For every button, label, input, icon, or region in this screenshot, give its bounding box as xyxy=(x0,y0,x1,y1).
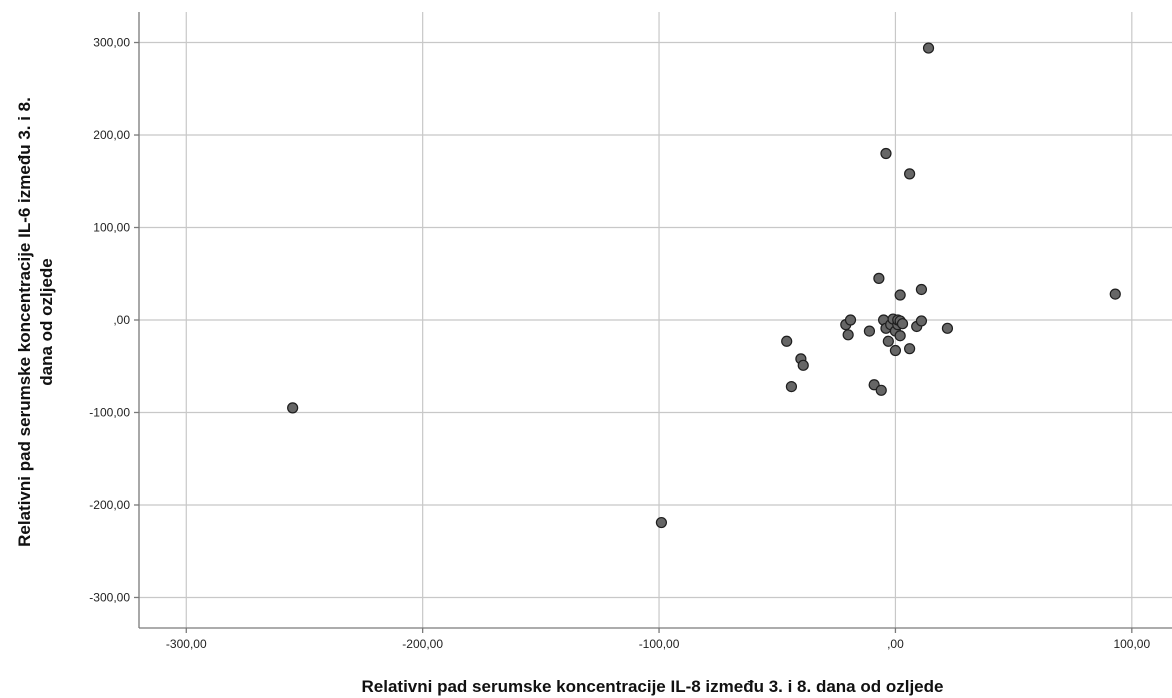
data-point xyxy=(842,329,854,341)
data-point xyxy=(844,314,857,326)
data-point xyxy=(863,325,876,337)
data-point xyxy=(287,402,299,414)
y-axis-title-line1: Relativni pad serumske koncentracije IL-… xyxy=(15,97,34,547)
data-point xyxy=(655,516,668,529)
data-point xyxy=(904,343,916,355)
data-point xyxy=(873,272,885,284)
data-point xyxy=(785,380,798,393)
data-point xyxy=(797,359,809,371)
y-tick-label: -300,00 xyxy=(89,590,130,604)
y-tick-label: -100,00 xyxy=(89,405,130,419)
data-point xyxy=(880,147,892,160)
y-tick-label: 100,00 xyxy=(93,221,130,235)
y-tick-label: -200,00 xyxy=(89,498,130,512)
data-point xyxy=(904,168,916,180)
data-point xyxy=(889,344,902,357)
x-tick-label: -300,00 xyxy=(166,637,207,651)
data-point xyxy=(1109,288,1121,300)
data-points xyxy=(287,42,1121,529)
data-point xyxy=(894,330,906,342)
y-tick-label: 300,00 xyxy=(93,36,130,50)
grid-lines xyxy=(139,12,1172,628)
data-point xyxy=(915,315,928,327)
data-point xyxy=(896,318,909,330)
y-tick-label: ,00 xyxy=(113,313,130,327)
data-point xyxy=(894,289,906,301)
x-tick-label: 100,00 xyxy=(1113,637,1150,651)
data-point xyxy=(922,42,935,54)
x-tick-label: -100,00 xyxy=(639,637,680,651)
y-axis-title: Relativni pad serumske koncentracije IL-… xyxy=(15,97,56,547)
x-axis-title: Relativni pad serumske koncentracije IL-… xyxy=(362,677,944,696)
y-tick-labels: -300,00 -200,00 -100,00 ,00 100,00 200,00 300,… xyxy=(89,36,139,604)
data-point xyxy=(915,283,928,296)
data-point xyxy=(882,335,894,347)
x-tick-labels: -300,00 -200,00 -100,00 ,00 100,00 xyxy=(166,628,1150,651)
x-tick-label: -200,00 xyxy=(402,637,443,651)
data-point xyxy=(941,322,954,334)
y-axis-title-line2: dana od ozljede xyxy=(37,258,56,386)
data-point xyxy=(781,335,793,347)
x-tick-label: ,00 xyxy=(887,637,904,651)
data-point xyxy=(875,384,887,396)
y-tick-label: 200,00 xyxy=(93,128,130,142)
